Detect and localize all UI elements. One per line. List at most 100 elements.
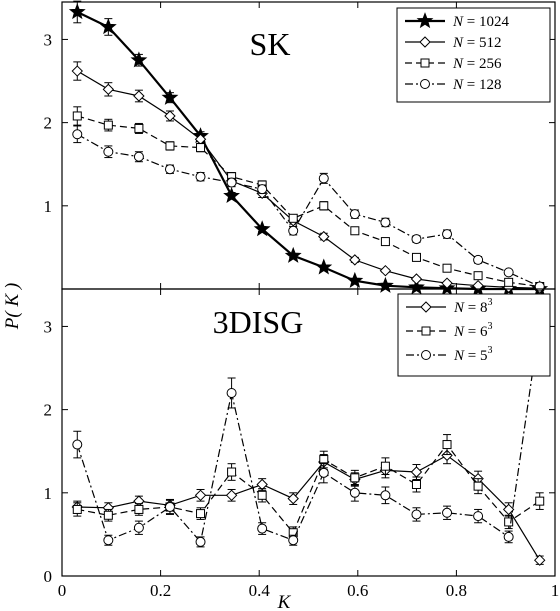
data-point	[380, 461, 390, 471]
legend-label: N = 512	[452, 35, 501, 51]
data-point	[315, 258, 333, 275]
data-point	[196, 509, 206, 519]
legend-label: N = 128	[452, 77, 501, 93]
data-point	[350, 473, 360, 483]
data-point	[379, 264, 392, 277]
data-point	[134, 504, 144, 514]
legend-label: N = 63	[453, 321, 492, 340]
data-point	[130, 51, 148, 68]
data-point	[195, 171, 206, 182]
data-point	[411, 479, 421, 489]
legend-marker	[416, 12, 434, 29]
data-point	[319, 455, 329, 465]
series-3	[72, 125, 545, 292]
data-point	[253, 220, 271, 237]
data-point	[411, 509, 422, 520]
data-point	[227, 467, 237, 477]
data-point	[223, 186, 241, 203]
y-tick-label: 2	[44, 114, 53, 133]
data-point	[534, 554, 546, 566]
data-point	[226, 177, 237, 188]
data-point	[534, 281, 545, 292]
data-point	[257, 490, 267, 500]
series-line	[76, 70, 540, 289]
x-tick-label: 0	[58, 581, 67, 600]
data-point	[164, 110, 176, 122]
data-point	[473, 481, 483, 491]
y-axis-label: P( K )	[2, 283, 23, 330]
data-point	[68, 3, 86, 20]
data-point	[503, 267, 514, 278]
data-point	[226, 387, 237, 398]
x-tick-label: 0.6	[347, 581, 368, 600]
data-point	[502, 503, 515, 516]
panel-title: 3DISG	[213, 304, 304, 340]
data-point	[441, 277, 453, 289]
data-point	[195, 536, 206, 547]
legend-marker	[420, 301, 432, 313]
data-point	[133, 522, 144, 533]
x-tick-label: 1	[551, 581, 560, 600]
legend-label: N = 83	[453, 297, 492, 316]
series-line	[77, 133, 540, 288]
legend-label: N = 256	[452, 56, 502, 72]
legend-marker	[420, 79, 430, 89]
data-point	[441, 449, 453, 462]
data-point	[287, 492, 299, 505]
data-point	[257, 523, 268, 534]
data-point	[472, 279, 484, 292]
data-point	[134, 123, 144, 133]
data-point	[288, 213, 298, 223]
data-point	[473, 271, 483, 281]
data-point	[346, 271, 364, 288]
data-point	[99, 18, 117, 35]
x-axis-label: K	[277, 592, 292, 611]
data-point	[410, 273, 423, 285]
panel-title: SK	[250, 26, 291, 62]
data-point	[376, 276, 394, 293]
data-point	[72, 439, 83, 450]
legend-marker	[421, 350, 431, 360]
series-line	[76, 323, 541, 544]
legend-marker	[421, 326, 431, 336]
x-tick-label: 0.8	[446, 581, 467, 600]
data-point	[410, 466, 423, 478]
data-point	[318, 467, 329, 478]
data-point	[133, 90, 145, 102]
data-point	[349, 209, 360, 220]
data-point	[71, 65, 83, 77]
data-point	[442, 507, 453, 518]
series-1	[72, 434, 545, 540]
data-point	[103, 146, 114, 157]
data-point	[103, 510, 113, 520]
data-point	[194, 489, 207, 502]
data-point	[133, 151, 144, 162]
legend: N = 83 N = 63 N = 53	[397, 293, 551, 377]
data-point	[380, 490, 391, 501]
sk-panel: 1 2 3 SK N = 1024 N = 512 N = 256 N = 128	[44, 0, 556, 297]
data-point	[284, 246, 302, 263]
legend-marker	[420, 58, 430, 68]
x-tick-label: 0.4	[249, 581, 271, 600]
data-point	[103, 120, 113, 130]
data-point	[257, 184, 268, 195]
y-tick-label: 0	[44, 567, 53, 586]
data-point	[380, 237, 390, 247]
data-point	[442, 229, 453, 240]
data-point	[349, 487, 360, 498]
legend-label: N = 1024	[452, 14, 509, 30]
data-point	[72, 129, 83, 140]
data-point	[256, 478, 268, 491]
3disg-panel: 0 1 2 3 3DISG N = 83 N = 63 N = 53	[44, 288, 556, 586]
x-tick-label: 0.2	[150, 581, 171, 600]
data-point	[318, 173, 329, 184]
data-point	[164, 164, 175, 175]
x-axis: 0 0.2 0.4 0.6 0.8 1	[58, 581, 560, 600]
y-tick-label: 2	[44, 401, 53, 420]
data-point	[318, 230, 330, 243]
y-tick-label: 1	[44, 484, 53, 503]
y-tick-label: 3	[44, 317, 53, 336]
y-tick-label: 1	[44, 197, 53, 216]
data-point	[504, 277, 514, 287]
